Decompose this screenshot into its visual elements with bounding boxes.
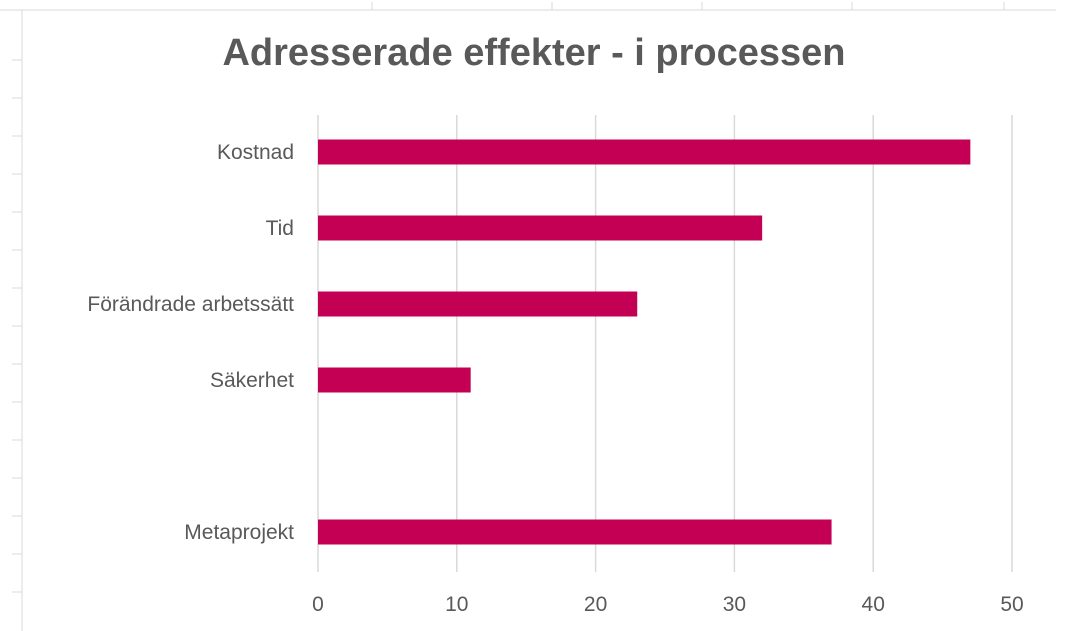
x-tick-label-40: 40: [862, 593, 885, 616]
bar-2: [318, 291, 638, 317]
bar-5: [318, 519, 832, 545]
bar-0: [318, 139, 971, 165]
x-tick-label-0: 0: [312, 593, 324, 616]
category-label-3: Säkerhet: [210, 369, 294, 392]
x-tick-label-20: 20: [584, 593, 607, 616]
category-label-1: Tid: [266, 217, 294, 240]
x-tick-label-30: 30: [723, 593, 746, 616]
bar-1: [318, 215, 763, 241]
category-label-2: Förändrade arbetssätt: [87, 293, 294, 316]
x-tick-label-10: 10: [445, 593, 468, 616]
x-tick-label-50: 50: [1000, 593, 1023, 616]
category-label-5: Metaprojekt: [184, 521, 294, 544]
bar-3: [318, 367, 471, 393]
category-label-0: Kostnad: [217, 141, 294, 164]
chart-title: Adresserade effekter - i processen: [222, 32, 846, 74]
